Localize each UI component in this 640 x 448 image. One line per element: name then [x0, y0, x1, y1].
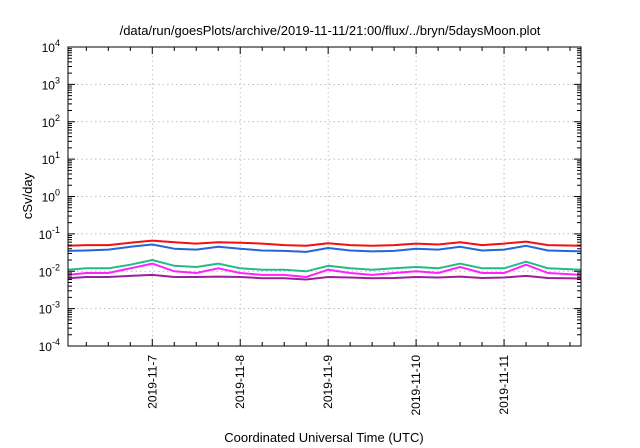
x-tick-label: 2019-11-7: [145, 355, 159, 409]
series-line-5: [67, 273, 582, 281]
x-ticks: 2019-11-7 2019-11-8 2019-11-9 2019-11-10 201…: [85, 47, 571, 416]
x-tick-label: 2019-11-9: [321, 355, 335, 409]
y-tick-label: 104: [42, 38, 60, 55]
y-tick-label: 101: [42, 150, 60, 167]
y-ticks: 10-4 10-3 10-2 10-1 100 101 102 103 104: [39, 38, 581, 354]
y-tick-label: 102: [42, 113, 60, 130]
series-line-1: [67, 239, 582, 247]
y-tick-label: 103: [42, 75, 60, 92]
y-tick-label: 10-4: [39, 337, 60, 354]
series-line-4: [67, 262, 582, 278]
x-tick-label: 2019-11-8: [233, 355, 247, 409]
y-tick-label: 10-3: [39, 300, 60, 317]
y-tick-label: 10-1: [39, 225, 60, 242]
chart-title: /data/run/goesPlots/archive/2019-11-11/2…: [120, 23, 541, 38]
y-tick-label: 100: [42, 188, 60, 205]
x-axis-label: Coordinated Universal Time (UTC): [224, 430, 423, 445]
series-line-3: [67, 259, 582, 273]
y-axis-label: cSv/day: [20, 172, 35, 219]
series-lines: [67, 239, 582, 281]
grid-lines: [68, 47, 581, 346]
series-line-2: [67, 243, 582, 253]
x-tick-label: 2019-11-10: [409, 355, 423, 416]
x-tick-label: 2019-11-11: [497, 355, 511, 415]
y-tick-label: 10-2: [39, 262, 60, 279]
